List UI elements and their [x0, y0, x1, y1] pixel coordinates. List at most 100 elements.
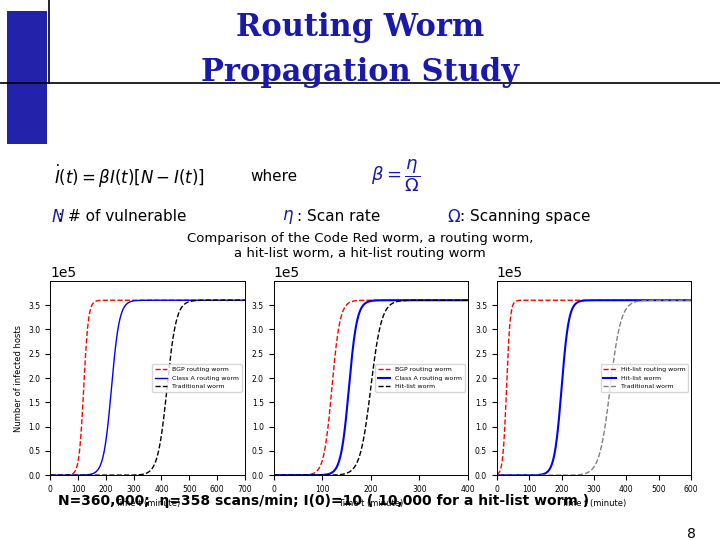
- Hit-list worm: [289, 472, 298, 478]
- Hit-list routing worm: [644, 297, 653, 303]
- Legend: BGP routing worm, Class A routing worm, Traditional worm: BGP routing worm, Class A routing worm, …: [152, 364, 242, 391]
- Traditional worm: [66, 472, 75, 478]
- BGP routing worm: [198, 297, 207, 303]
- Class A routing worm: [132, 298, 140, 304]
- BGP routing worm: [424, 297, 433, 303]
- Class A routing worm: [464, 297, 472, 303]
- Hit-list worm: [355, 454, 364, 460]
- Class A routing worm: [269, 472, 278, 478]
- Text: Routing Worm: Routing Worm: [236, 12, 484, 43]
- BGP routing worm: [464, 297, 472, 303]
- Hit-list routing worm: [513, 298, 521, 304]
- BGP routing worm: [165, 297, 174, 303]
- Class A routing worm: [402, 297, 411, 303]
- Class A routing worm: [289, 472, 298, 478]
- BGP routing worm: [240, 297, 249, 303]
- Line: Hit-list worm: Hit-list worm: [497, 300, 691, 475]
- Text: : # of vulnerable: : # of vulnerable: [58, 209, 186, 224]
- Hit-list worm: [269, 472, 278, 478]
- Hit-list routing worm: [492, 471, 501, 478]
- Traditional worm: [179, 301, 188, 308]
- BGP routing worm: [66, 471, 75, 478]
- Line: Class A routing worm: Class A routing worm: [274, 300, 468, 475]
- Hit-list worm: [492, 472, 501, 478]
- Hit-list worm: [571, 301, 580, 307]
- Hit-list worm: [626, 297, 634, 303]
- Line: Hit-list routing worm: Hit-list routing worm: [497, 300, 691, 475]
- Hit-list worm: [647, 297, 656, 303]
- Text: : Scanning space: : Scanning space: [460, 209, 591, 224]
- Traditional worm: [647, 297, 656, 303]
- Hit-list routing worm: [626, 297, 635, 303]
- Text: Propagation Study: Propagation Study: [201, 57, 519, 88]
- Traditional worm: [578, 471, 587, 477]
- BGP routing worm: [46, 472, 55, 478]
- BGP routing worm: [180, 297, 189, 303]
- Traditional worm: [644, 297, 653, 303]
- Traditional worm: [132, 472, 140, 478]
- Hit-list worm: [687, 297, 696, 303]
- BGP routing worm: [402, 297, 411, 303]
- X-axis label: Time t (minute): Time t (minute): [338, 500, 403, 509]
- Hit-list routing worm: [571, 297, 580, 303]
- X-axis label: Time t (minute): Time t (minute): [115, 500, 180, 509]
- Line: Class A routing worm: Class A routing worm: [50, 300, 245, 475]
- Hit-list worm: [685, 297, 694, 303]
- BGP routing worm: [464, 297, 472, 303]
- Hit-list worm: [464, 297, 472, 303]
- Class A routing worm: [240, 297, 249, 303]
- Text: $\beta = \dfrac{\eta}{\Omega}$: $\beta = \dfrac{\eta}{\Omega}$: [372, 158, 420, 194]
- Line: Hit-list worm: Hit-list worm: [274, 300, 468, 475]
- Hit-list worm: [424, 297, 433, 303]
- Hit-list worm: [513, 472, 521, 478]
- X-axis label: Time t (minute): Time t (minute): [562, 500, 626, 509]
- Hit-list routing worm: [648, 297, 657, 303]
- Text: : Scan rate: : Scan rate: [297, 209, 380, 224]
- BGP routing worm: [125, 297, 133, 303]
- Line: BGP routing worm: BGP routing worm: [50, 300, 245, 475]
- Text: $N$: $N$: [50, 208, 65, 226]
- Text: $\eta$: $\eta$: [282, 208, 294, 226]
- Text: 8: 8: [687, 527, 696, 540]
- Text: where: where: [250, 168, 297, 184]
- Line: Traditional worm: Traditional worm: [497, 300, 691, 475]
- Traditional worm: [201, 297, 210, 303]
- Y-axis label: Number of infected hosts: Number of infected hosts: [14, 325, 23, 431]
- Text: Comparison of the Code Red worm, a routing worm,
a hit-list worm, a hit-list rou: Comparison of the Code Red worm, a routi…: [186, 232, 534, 260]
- BGP routing worm: [132, 297, 140, 303]
- Class A routing worm: [355, 310, 364, 316]
- Class A routing worm: [125, 299, 133, 306]
- Line: BGP routing worm: BGP routing worm: [274, 300, 468, 475]
- Legend: BGP routing worm, Class A routing worm, Hit-list worm: BGP routing worm, Class A routing worm, …: [375, 364, 465, 391]
- Class A routing worm: [348, 351, 356, 357]
- Traditional worm: [687, 297, 696, 303]
- Hit-list worm: [421, 297, 430, 303]
- BGP routing worm: [355, 297, 364, 303]
- Class A routing worm: [198, 297, 207, 303]
- BGP routing worm: [421, 297, 430, 303]
- Class A routing worm: [201, 297, 210, 303]
- BGP routing worm: [289, 472, 298, 478]
- Traditional worm: [198, 297, 207, 303]
- Text: N=360,000;  η=358 scans/min; I(0)=10 ( 10,000 for a hit-list worm ): N=360,000; η=358 scans/min; I(0)=10 ( 10…: [58, 495, 590, 508]
- Traditional worm: [513, 472, 521, 478]
- Traditional worm: [46, 472, 55, 478]
- Hit-list worm: [644, 297, 653, 303]
- FancyBboxPatch shape: [7, 11, 47, 144]
- Class A routing worm: [424, 297, 433, 303]
- Hit-list worm: [348, 467, 356, 473]
- Hit-list worm: [402, 297, 411, 303]
- Traditional worm: [125, 472, 133, 478]
- BGP routing worm: [202, 297, 210, 303]
- Traditional worm: [240, 297, 249, 303]
- BGP routing worm: [269, 472, 278, 478]
- Text: $\Omega$: $\Omega$: [446, 208, 461, 226]
- Class A routing worm: [46, 472, 55, 478]
- Hit-list worm: [578, 298, 587, 304]
- Class A routing worm: [66, 472, 75, 478]
- Legend: Hit-list routing worm, Hit-list worm, Traditional worm: Hit-list routing worm, Hit-list worm, Tr…: [600, 364, 688, 391]
- Hit-list routing worm: [568, 297, 577, 303]
- Traditional worm: [571, 471, 580, 478]
- Text: $\dot{I}(t) = \beta I(t)[N - I(t)]$: $\dot{I}(t) = \beta I(t)[N - I(t)]$: [54, 163, 205, 190]
- Hit-list routing worm: [687, 297, 696, 303]
